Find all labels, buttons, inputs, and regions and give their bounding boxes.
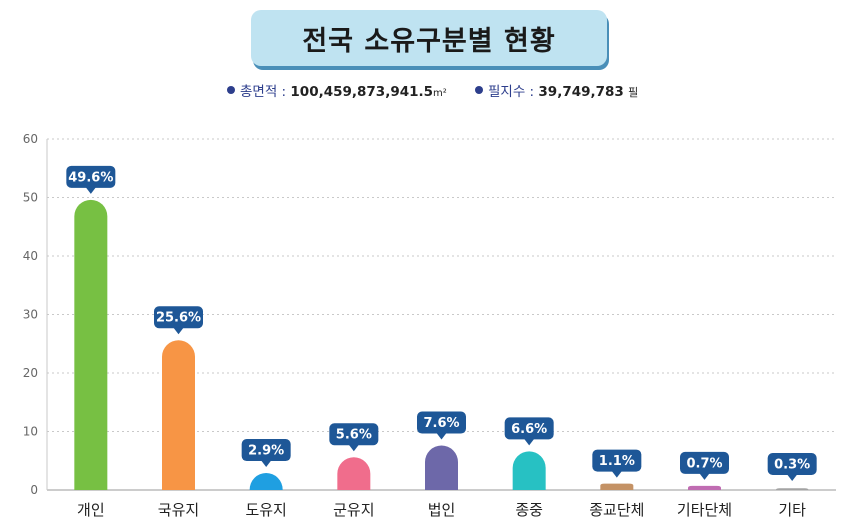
data-label: 1.1% xyxy=(599,454,635,469)
category-label: 기타 xyxy=(778,501,806,519)
bar xyxy=(162,340,195,490)
bar xyxy=(337,457,371,490)
parcel-count-value: 39,749,783 xyxy=(538,84,624,100)
bar xyxy=(775,488,809,491)
y-tick-label: 20 xyxy=(23,366,38,380)
bar xyxy=(688,485,721,490)
y-tick-label: 10 xyxy=(23,425,38,439)
total-area-label: 총면적 : xyxy=(240,84,287,100)
data-label-pointer xyxy=(261,460,272,468)
data-label-pointer xyxy=(436,433,447,440)
data-label: 49.6% xyxy=(68,170,113,185)
category-label: 종교단체 xyxy=(589,501,644,519)
total-area-unit: m² xyxy=(433,88,447,99)
data-label-pointer xyxy=(611,471,622,478)
title-banner: 전국 소유구분별 현황 xyxy=(251,10,609,70)
bullet-icon xyxy=(227,86,235,94)
data-label-bubble xyxy=(417,411,466,434)
category-label: 도유지 xyxy=(245,501,286,519)
data-label-pointer xyxy=(524,438,535,446)
bar xyxy=(512,451,546,490)
total-area-value: 100,459,873,941.5 xyxy=(290,84,434,100)
category-label: 종중 xyxy=(515,501,543,519)
data-label-bubble xyxy=(66,165,116,188)
y-tick-label: 30 xyxy=(23,308,38,322)
category-label: 국유지 xyxy=(158,501,199,519)
category-label: 군유지 xyxy=(333,501,374,519)
data-label-bubble xyxy=(680,451,729,474)
data-label: 7.6% xyxy=(423,416,459,431)
bullet-icon xyxy=(475,86,483,94)
parcel-count-label: 필지수 : xyxy=(488,84,535,100)
summary-stats: 총면적 : 100,459,873,941.5m² 필지수 : 39,749,7… xyxy=(0,80,860,102)
y-tick-label: 50 xyxy=(23,191,38,205)
data-label: 0.7% xyxy=(686,456,722,471)
data-label-pointer xyxy=(787,474,798,481)
page-title: 전국 소유구분별 현황 xyxy=(251,10,607,66)
data-label-bubble xyxy=(329,423,379,446)
data-label-bubble xyxy=(767,453,817,475)
data-label: 25.6% xyxy=(156,311,201,326)
data-label-bubble xyxy=(154,306,203,329)
data-label-pointer xyxy=(348,444,359,452)
data-label-bubble xyxy=(592,449,642,472)
data-label: 6.6% xyxy=(511,422,547,437)
category-label: 개인 xyxy=(77,501,105,519)
y-tick-label: 60 xyxy=(23,132,38,146)
bar xyxy=(425,445,458,490)
data-label-pointer xyxy=(85,187,96,194)
data-label: 0.3% xyxy=(774,458,810,473)
category-label: 법인 xyxy=(428,501,456,519)
data-label: 2.9% xyxy=(248,444,284,459)
bar xyxy=(74,199,108,490)
y-tick-label: 0 xyxy=(30,483,38,497)
data-label-bubble xyxy=(504,417,554,440)
data-label-pointer xyxy=(699,473,710,480)
data-label-pointer xyxy=(173,327,184,335)
parcel-count-stat: 필지수 : 39,749,783 필 xyxy=(475,80,638,100)
bar xyxy=(600,483,634,490)
data-label-bubble xyxy=(241,439,291,462)
category-label: 기타단체 xyxy=(677,501,732,519)
parcel-count-unit: 필 xyxy=(628,86,639,99)
bar xyxy=(249,473,283,490)
y-tick-label: 40 xyxy=(23,249,38,263)
data-label: 5.6% xyxy=(336,428,372,443)
total-area-stat: 총면적 : 100,459,873,941.5m² xyxy=(227,80,447,100)
